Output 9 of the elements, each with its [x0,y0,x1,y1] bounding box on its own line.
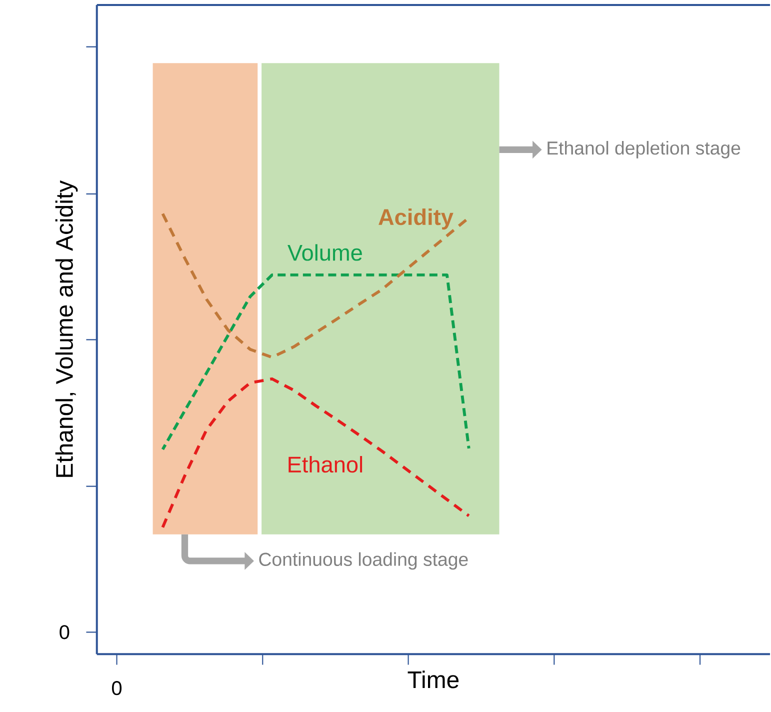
series-label: Ethanol [288,456,362,473]
text: Ethanol depletion stage [548,140,740,158]
series-label: Volume [288,244,362,261]
y-axis-title: Ethanol, Volume and Acidity [55,180,78,477]
series-label: Acidity [378,208,454,230]
x-axis-title: Time [408,670,459,688]
annotation: Continuous loading stage [259,552,468,570]
text: 0 [60,625,70,640]
text: 0 [112,681,122,696]
